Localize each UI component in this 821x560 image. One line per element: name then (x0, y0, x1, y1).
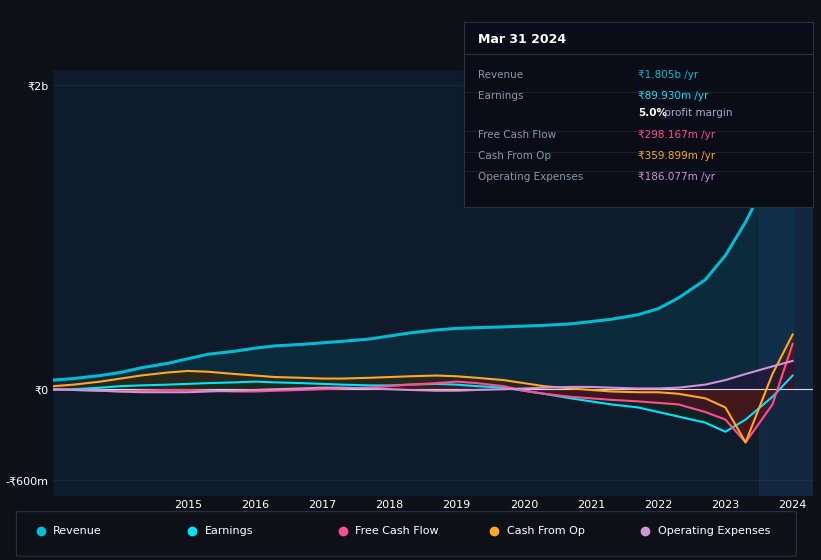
Text: profit margin: profit margin (661, 108, 732, 118)
Text: Operating Expenses: Operating Expenses (658, 526, 770, 536)
Text: Cash From Op: Cash From Op (507, 526, 585, 536)
Text: ₹89.930m /yr: ₹89.930m /yr (639, 91, 709, 101)
Text: Free Cash Flow: Free Cash Flow (478, 129, 556, 139)
Text: 5.0%: 5.0% (639, 108, 667, 118)
Text: Revenue: Revenue (53, 526, 102, 536)
Text: Mar 31 2024: Mar 31 2024 (478, 34, 566, 46)
Bar (759, 70, 813, 496)
Text: Cash From Op: Cash From Op (478, 151, 551, 161)
Text: Revenue: Revenue (478, 71, 523, 81)
Text: Free Cash Flow: Free Cash Flow (355, 526, 439, 536)
Text: Earnings: Earnings (478, 91, 523, 101)
Text: ₹359.899m /yr: ₹359.899m /yr (639, 151, 715, 161)
Text: Operating Expenses: Operating Expenses (478, 172, 583, 182)
Text: ₹298.167m /yr: ₹298.167m /yr (639, 129, 715, 139)
Text: ₹186.077m /yr: ₹186.077m /yr (639, 172, 715, 182)
Text: ₹1.805b /yr: ₹1.805b /yr (639, 71, 699, 81)
Text: Earnings: Earnings (204, 526, 253, 536)
